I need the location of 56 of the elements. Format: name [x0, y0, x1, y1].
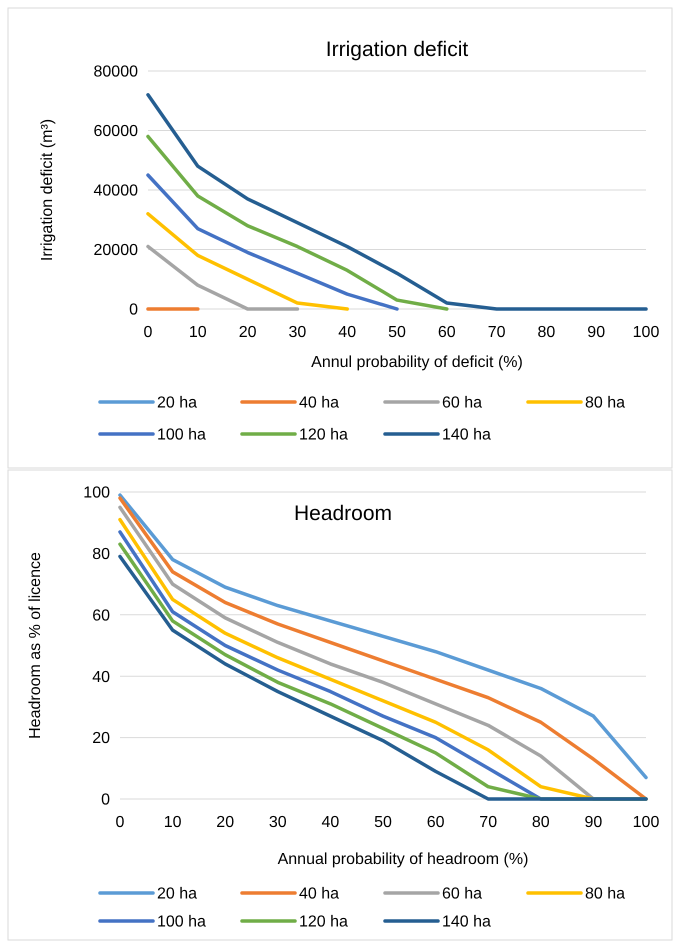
- x-tick-label: 40: [338, 324, 356, 341]
- x-tick-label: 70: [488, 324, 506, 341]
- x-tick-label: 0: [144, 324, 153, 341]
- legend-label: 100 ha: [157, 426, 206, 444]
- x-tick-label: 100: [632, 814, 660, 831]
- legend-label: 140 ha: [442, 426, 492, 444]
- chart-title: Irrigation deficit: [326, 38, 468, 61]
- y-tick-label: 20: [92, 730, 110, 748]
- y-tick-label: 60: [92, 607, 110, 624]
- line-series: [146, 173, 399, 311]
- y-tick-label: 0: [101, 792, 110, 809]
- x-tick-label: 80: [532, 814, 550, 831]
- legend-label: 120 ha: [299, 426, 348, 444]
- x-tick-label: 10: [188, 324, 207, 341]
- text: Headroom: [294, 502, 392, 525]
- legend-label: 40 ha: [299, 886, 340, 903]
- x-tick-label: 90: [587, 324, 606, 341]
- x-tick-label: 70: [479, 814, 498, 831]
- y-tick-label: 0: [129, 302, 138, 319]
- x-tick-label: 30: [288, 324, 306, 341]
- legend-label: 80 ha: [585, 886, 626, 903]
- x-tick-label: 20: [238, 324, 257, 341]
- legend-label: 60 ha: [442, 394, 482, 412]
- y-tick-label: 100: [83, 484, 110, 502]
- y-axis-title: Irrigation deficit (m³): [39, 118, 56, 262]
- legend-label: 80 ha: [585, 394, 626, 412]
- y-tick-label: 20000: [94, 242, 138, 260]
- legend-label: 120 ha: [299, 914, 348, 931]
- x-tick-label: 80: [538, 324, 556, 341]
- legend-label: 20 ha: [157, 886, 198, 903]
- x-tick-label: 100: [632, 324, 660, 341]
- line-series: [146, 93, 648, 311]
- x-axis-title: Annul probability of deficit (%): [311, 354, 523, 371]
- x-tick-label: 60: [438, 324, 456, 341]
- x-tick-label: 20: [216, 814, 234, 831]
- x-tick-label: 30: [268, 814, 287, 831]
- legend-label: 60 ha: [442, 886, 482, 903]
- y-tick-label: 80000: [94, 64, 138, 81]
- x-tick-label: 10: [164, 814, 182, 831]
- x-tick-label: 60: [426, 814, 445, 831]
- y-tick-label: 40: [92, 668, 110, 686]
- x-tick-label: 50: [374, 814, 392, 831]
- line-series: [146, 134, 449, 311]
- x-axis-title: Annual probability of headroom (%): [278, 851, 528, 868]
- x-tick-label: 40: [322, 814, 340, 831]
- y-tick-label: 40000: [94, 182, 138, 200]
- x-tick-label: 90: [584, 814, 602, 831]
- legend-label: 100 ha: [157, 914, 206, 931]
- x-tick-label: 50: [388, 324, 406, 341]
- y-tick-label: 80: [92, 546, 110, 563]
- y-axis-title: Headroom as % of licence: [27, 552, 44, 739]
- legend-label: 140 ha: [442, 914, 492, 931]
- legend-label: 20 ha: [157, 394, 198, 412]
- line-series: [146, 212, 349, 311]
- legend-label: 40 ha: [299, 394, 340, 412]
- y-tick-label: 60000: [94, 123, 138, 140]
